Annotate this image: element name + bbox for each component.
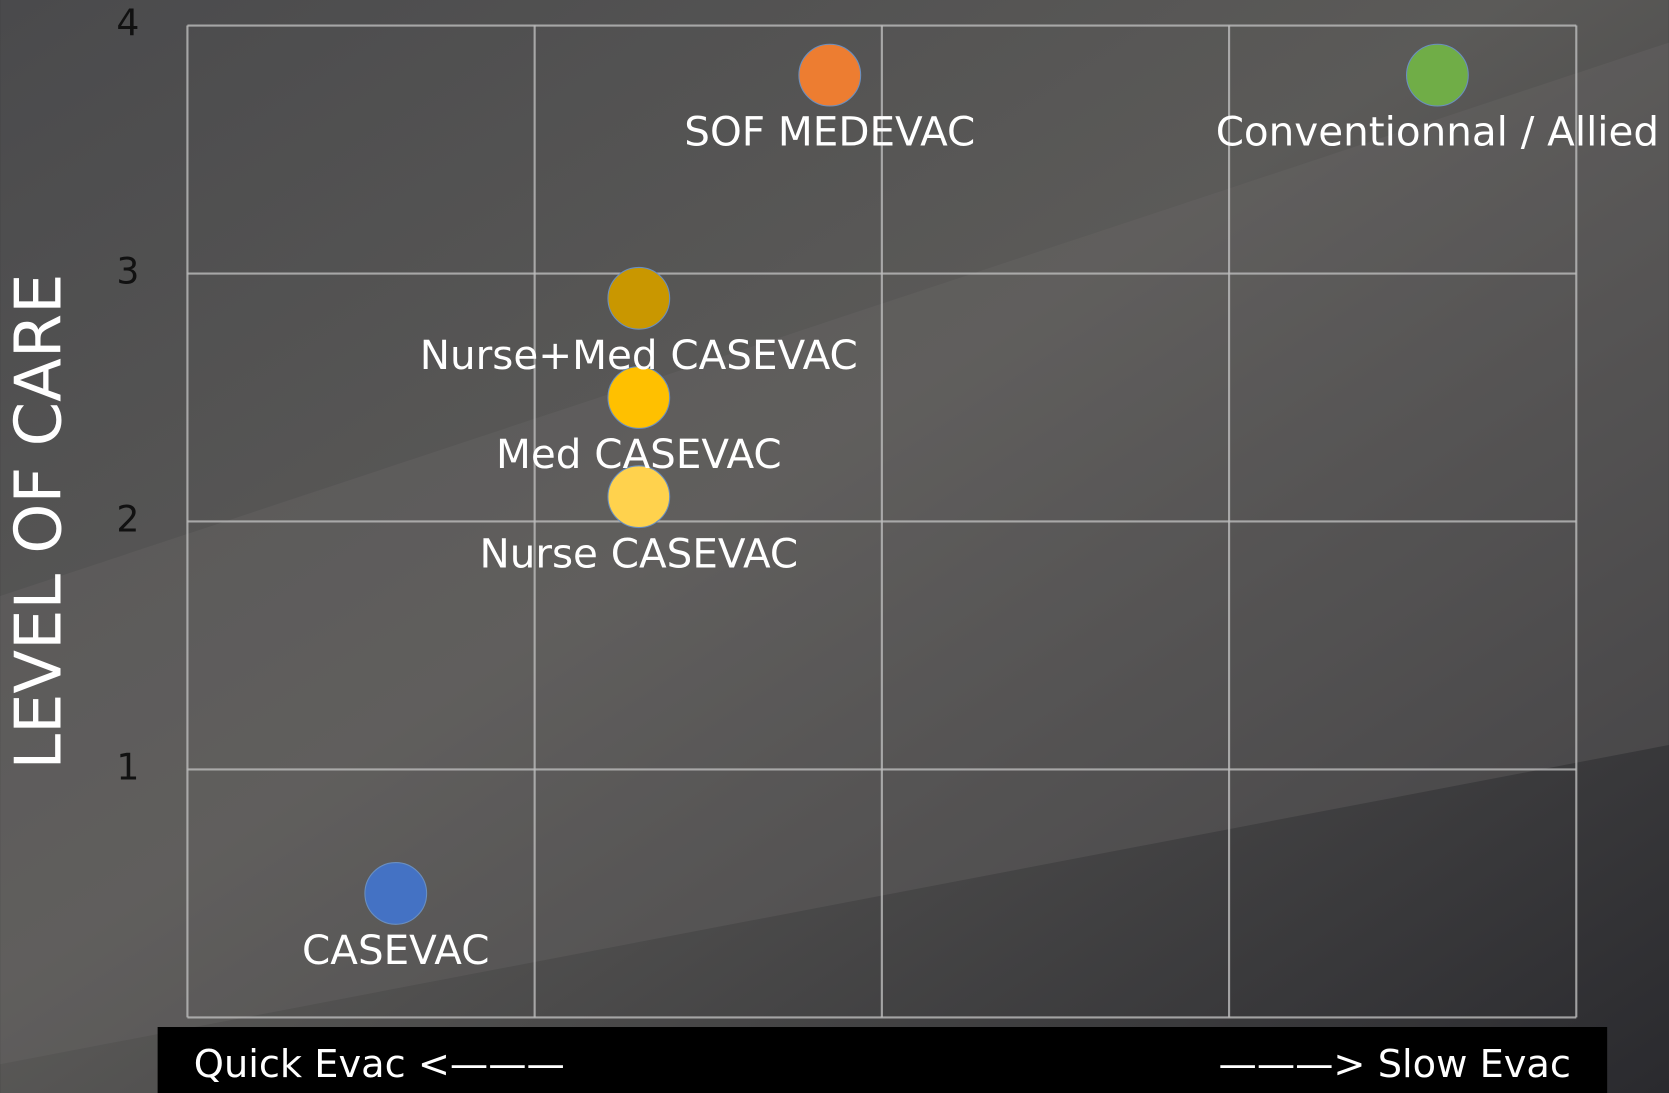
- bottom-bar: [157, 1027, 1608, 1093]
- data-point: [607, 266, 671, 330]
- point-label: Nurse CASEVAC: [479, 529, 798, 577]
- point-label: Conventionnal / Allied: [1216, 108, 1659, 156]
- point-label: Nurse+Med CASEVAC: [420, 331, 858, 379]
- data-point: [798, 43, 862, 107]
- y-tick-label: 4: [116, 2, 139, 45]
- data-point: [607, 366, 671, 429]
- y-tick-label: 2: [116, 497, 139, 540]
- background-shape: [0, 42, 1669, 1065]
- x-label-left: Quick Evac <———: [194, 1042, 565, 1087]
- y-axis-title: LEVEL OF CARE: [2, 273, 76, 769]
- data-point: [1406, 43, 1469, 107]
- data-point: [607, 465, 671, 529]
- point-label: SOF MEDEVAC: [684, 108, 975, 156]
- y-tick-label: 3: [116, 250, 139, 293]
- point-label: Med CASEVAC: [496, 430, 782, 478]
- x-label-right: ———> Slow Evac: [1219, 1042, 1571, 1087]
- data-point: [364, 862, 428, 925]
- y-tick-label: 1: [116, 745, 139, 788]
- point-label: CASEVAC: [302, 926, 489, 974]
